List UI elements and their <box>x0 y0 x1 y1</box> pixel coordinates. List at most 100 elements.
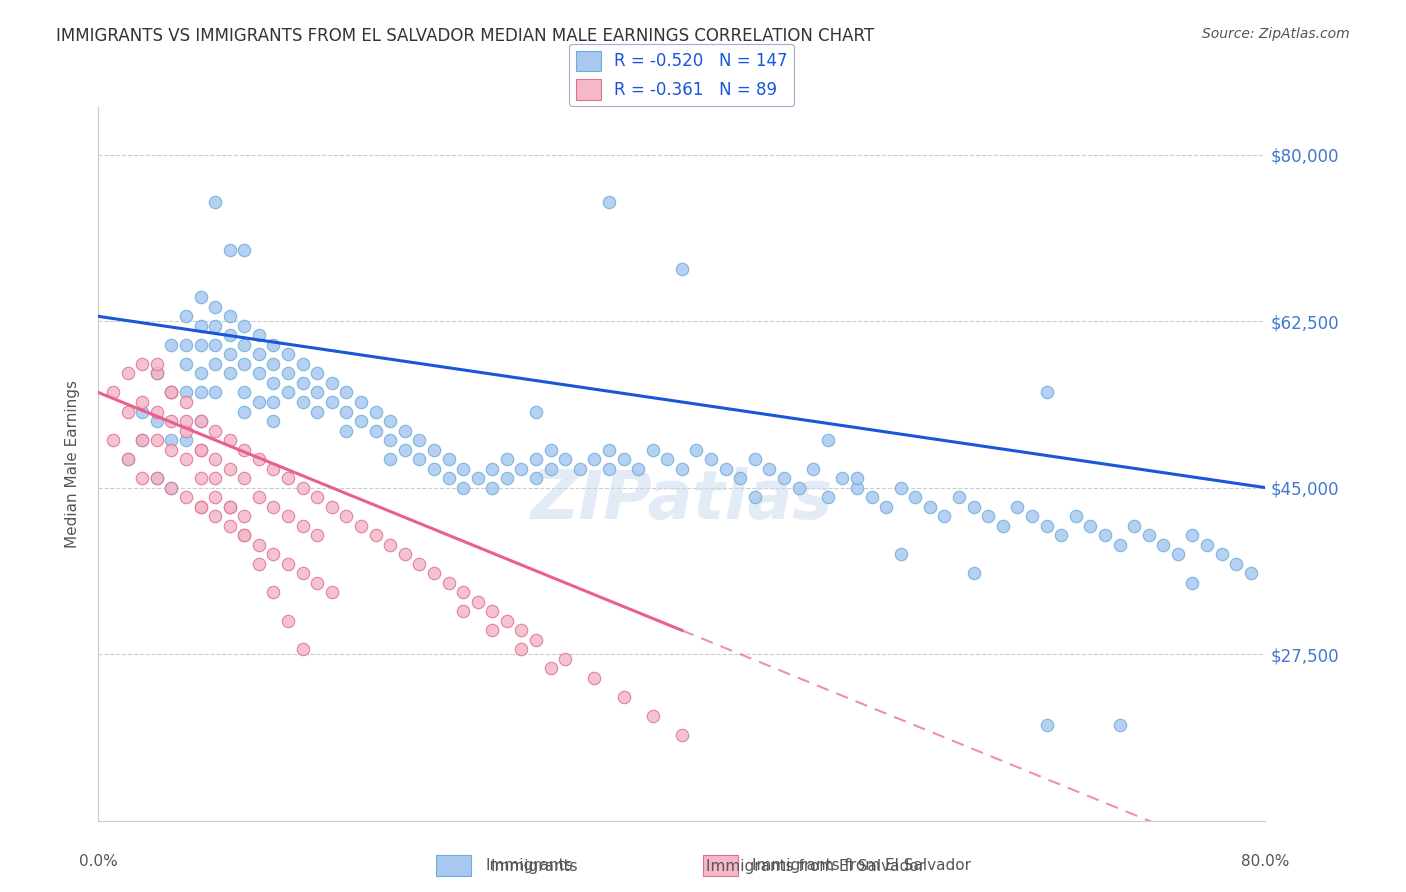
Point <box>190 442 212 457</box>
Point <box>190 414 212 428</box>
Point <box>307 404 329 418</box>
Point <box>233 442 256 457</box>
Point <box>247 395 270 409</box>
Point <box>510 624 533 638</box>
Point <box>233 385 256 400</box>
Point <box>131 404 153 418</box>
Point <box>218 367 240 381</box>
Text: Immigrants from El Salvador: Immigrants from El Salvador <box>752 858 972 872</box>
Point <box>598 195 620 210</box>
Point <box>262 395 284 409</box>
Point <box>408 452 430 467</box>
Point <box>233 404 256 418</box>
Point <box>451 585 474 599</box>
Point <box>481 604 503 618</box>
Point <box>204 471 226 485</box>
Point <box>977 509 1000 524</box>
Point <box>190 338 212 352</box>
FancyBboxPatch shape <box>703 855 738 876</box>
Point <box>277 471 299 485</box>
Point <box>131 357 153 371</box>
Point <box>190 318 212 333</box>
Point <box>657 452 679 467</box>
Point <box>233 528 256 542</box>
Point <box>1181 575 1204 590</box>
Point <box>101 385 124 400</box>
Point <box>204 195 226 210</box>
Point <box>1137 528 1160 542</box>
Point <box>291 566 314 581</box>
Point <box>262 376 284 390</box>
Point <box>174 452 197 467</box>
Y-axis label: Median Male Earnings: Median Male Earnings <box>65 380 80 548</box>
Point <box>160 442 183 457</box>
Point <box>451 604 474 618</box>
Point <box>583 671 606 685</box>
Point <box>394 424 416 438</box>
Point <box>481 624 503 638</box>
Point <box>423 442 446 457</box>
Point <box>1064 509 1087 524</box>
Point <box>1211 547 1233 561</box>
Point <box>146 414 169 428</box>
Point <box>890 547 912 561</box>
Point <box>1035 718 1057 732</box>
Point <box>307 367 329 381</box>
Point <box>364 424 387 438</box>
Point <box>204 509 226 524</box>
Point <box>233 528 256 542</box>
Point <box>247 557 270 571</box>
Point <box>890 481 912 495</box>
Point <box>160 385 183 400</box>
Point <box>598 442 620 457</box>
Point <box>174 490 197 504</box>
Point <box>117 404 139 418</box>
Point <box>131 433 153 447</box>
Point <box>364 528 387 542</box>
Point <box>437 471 460 485</box>
Point <box>247 490 270 504</box>
Point <box>146 471 169 485</box>
Point <box>510 642 533 657</box>
Point <box>1035 518 1057 533</box>
Point <box>247 347 270 361</box>
Point <box>540 661 562 675</box>
Point <box>1167 547 1189 561</box>
Point <box>335 424 357 438</box>
Point <box>262 461 284 475</box>
Point <box>174 385 197 400</box>
Point <box>146 404 169 418</box>
Point <box>218 328 240 343</box>
Point <box>1080 518 1102 533</box>
Point <box>190 500 212 514</box>
Point <box>321 500 343 514</box>
Point <box>204 452 226 467</box>
Point <box>540 442 562 457</box>
Point <box>918 500 941 514</box>
Point <box>846 481 869 495</box>
Point <box>247 367 270 381</box>
Point <box>496 614 519 628</box>
Point <box>1152 538 1174 552</box>
Point <box>262 547 284 561</box>
Point <box>277 347 299 361</box>
Point <box>160 338 183 352</box>
Point <box>714 461 737 475</box>
Point <box>321 585 343 599</box>
Point <box>1181 528 1204 542</box>
Point <box>1007 500 1029 514</box>
Point <box>350 395 373 409</box>
Point <box>540 461 562 475</box>
Point <box>481 461 503 475</box>
Point <box>160 433 183 447</box>
Point <box>554 452 576 467</box>
Point <box>204 490 226 504</box>
Point <box>117 367 139 381</box>
Point <box>671 461 693 475</box>
Point <box>758 461 780 475</box>
Point <box>190 290 212 304</box>
Point <box>612 690 634 704</box>
Point <box>131 433 153 447</box>
Point <box>218 347 240 361</box>
Point <box>451 461 474 475</box>
